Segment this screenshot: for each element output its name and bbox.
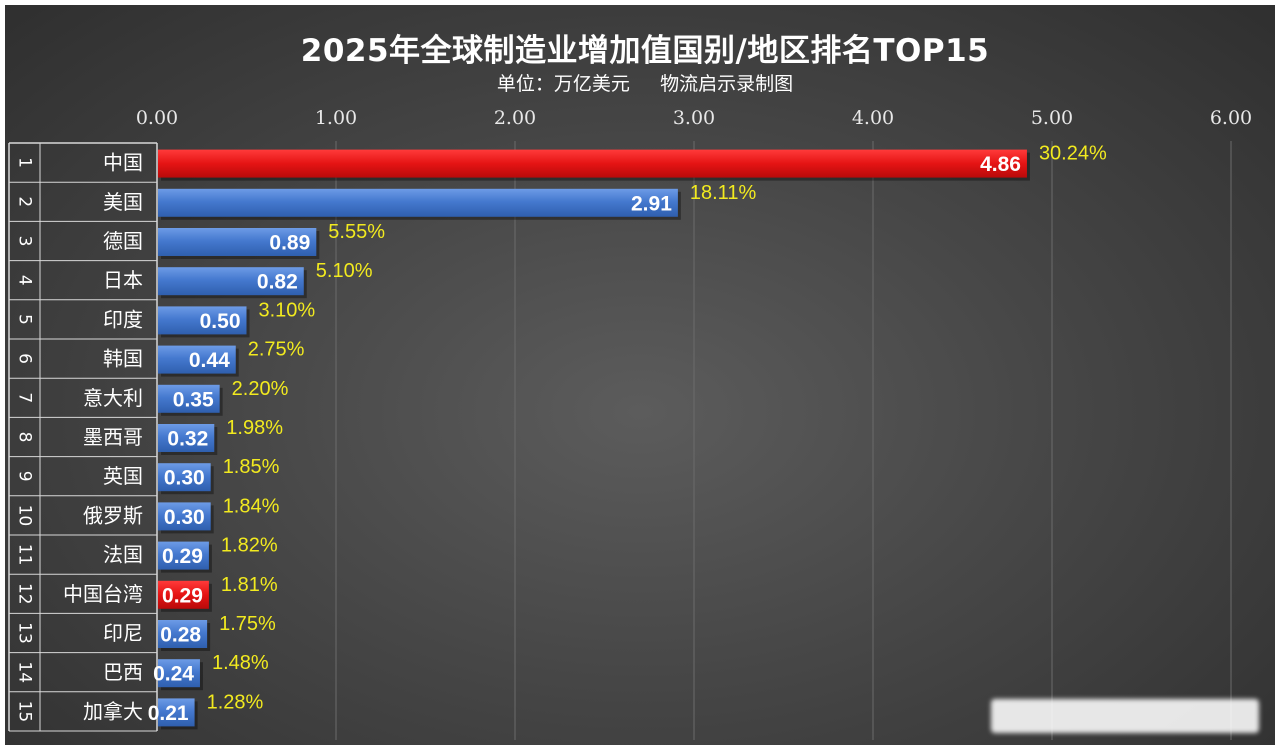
rank-label: 14	[15, 661, 35, 683]
x-tick-label: 5.00	[1031, 107, 1073, 129]
country-label: 美国	[103, 190, 143, 214]
share-label: 1.48%	[212, 652, 269, 674]
rank-label: 2	[15, 196, 35, 207]
value-label: 0.50	[200, 310, 241, 333]
rank-label: 11	[15, 544, 35, 566]
country-label: 印度	[103, 307, 143, 331]
bar	[158, 502, 211, 531]
rank-label: 10	[14, 505, 34, 527]
rank-label: 7	[15, 392, 35, 403]
chart-title: 2025年全球制造业增加值国别/地区排名TOP15	[300, 33, 990, 69]
bar	[158, 306, 247, 335]
bar	[158, 149, 1027, 178]
share-label: 2.20%	[232, 378, 289, 400]
country-label: 俄罗斯	[83, 503, 143, 527]
bar	[158, 228, 317, 256]
value-label: 0.82	[257, 271, 298, 294]
grid-lines	[335, 141, 1232, 740]
value-label: 0.30	[164, 506, 205, 529]
x-tick-label: 0.00	[136, 107, 178, 129]
x-tick-label: 4.00	[852, 107, 894, 129]
bar	[158, 188, 678, 217]
value-label: 0.24	[153, 663, 194, 686]
share-label: 3.10%	[259, 299, 316, 321]
value-label: 0.29	[162, 584, 203, 607]
chart-frame: 2025年全球制造业增加值国别/地区排名TOP15 单位：万亿美元 物流启示录制…	[5, 5, 1275, 745]
share-label: 1.75%	[219, 613, 276, 635]
share-label: 1.82%	[221, 535, 278, 557]
x-tick-label: 2.00	[494, 107, 536, 129]
bar	[158, 620, 208, 648]
x-axis-ticks: 0.00 1.00 2.00 3.00 4.00 5.00 6.00	[136, 107, 1252, 129]
label-table: 1 中国 2 美国 3 德国 4 日本 5 印度 6 韩国 7 意大利 8 墨西哥 9 英国 10 俄罗斯 11 法国 12…	[8, 142, 158, 732]
rank-label: 8	[15, 432, 35, 443]
value-label: 0.30	[164, 467, 205, 490]
country-label: 韩国	[103, 347, 143, 371]
bars	[158, 149, 1030, 730]
country-label: 意大利	[83, 386, 143, 410]
rank-label: 6	[15, 353, 35, 364]
rank-label: 12	[15, 583, 35, 605]
bar	[158, 463, 211, 492]
bar-chart: 0.00 1.00 2.00 3.00 4.00 5.00 6.00 1 中国 2 美国 3 德国 4 日…	[8, 107, 1252, 740]
share-label: 30.24%	[1039, 143, 1107, 165]
value-label: 0.32	[167, 428, 208, 451]
value-label: 0.28	[160, 624, 201, 647]
country-label: 中国	[103, 151, 143, 175]
share-label: 18.11%	[690, 182, 757, 204]
country-label: 印尼	[103, 621, 143, 645]
bar	[158, 541, 209, 570]
rank-label: 9	[15, 471, 35, 482]
share-label: 1.81%	[221, 574, 278, 596]
rank-label: 13	[15, 622, 35, 644]
country-label: 英国	[103, 464, 143, 488]
x-tick-label: 1.00	[315, 107, 357, 129]
rank-label: 1	[15, 157, 35, 168]
bar	[158, 384, 220, 413]
rank-label: 5	[15, 314, 35, 325]
value-label: 0.44	[189, 349, 230, 372]
x-tick-label: 6.00	[1210, 107, 1252, 129]
value-label: 0.29	[162, 545, 203, 568]
share-label: 1.98%	[226, 417, 283, 439]
value-label: 0.35	[173, 388, 214, 411]
country-label: 德国	[103, 229, 143, 253]
share-label: 1.28%	[207, 691, 264, 713]
bar	[158, 698, 195, 727]
country-label: 加拿大	[83, 699, 143, 723]
bar-labels: 4.86 30.24% 2.91 18.11% 0.89 5.55% 0.82 5.10% 0.…	[148, 143, 1107, 725]
share-label: 5.55%	[328, 221, 385, 243]
watermark-blur	[991, 699, 1259, 733]
bar	[158, 267, 304, 296]
rank-label: 4	[15, 275, 35, 286]
country-label: 中国台湾	[63, 582, 143, 606]
value-label: 0.89	[269, 232, 310, 255]
bar	[158, 580, 209, 609]
country-label: 巴西	[103, 660, 143, 684]
share-label: 2.75%	[248, 339, 305, 361]
value-label: 4.86	[980, 153, 1021, 176]
country-label: 日本	[103, 268, 143, 292]
share-label: 1.84%	[223, 495, 280, 517]
share-label: 5.10%	[316, 260, 373, 282]
x-tick-label: 3.00	[673, 107, 715, 129]
bar	[158, 659, 200, 688]
rank-label: 15	[15, 701, 35, 723]
bar	[158, 345, 236, 374]
bar	[158, 424, 215, 452]
country-label: 墨西哥	[83, 425, 143, 449]
rank-label: 3	[15, 236, 35, 247]
value-label: 2.91	[631, 192, 672, 215]
country-label: 法国	[103, 543, 143, 567]
chart-subtitle: 单位：万亿美元 物流启示录制图	[496, 73, 794, 95]
value-label: 0.21	[148, 702, 189, 725]
share-label: 1.85%	[223, 456, 280, 478]
